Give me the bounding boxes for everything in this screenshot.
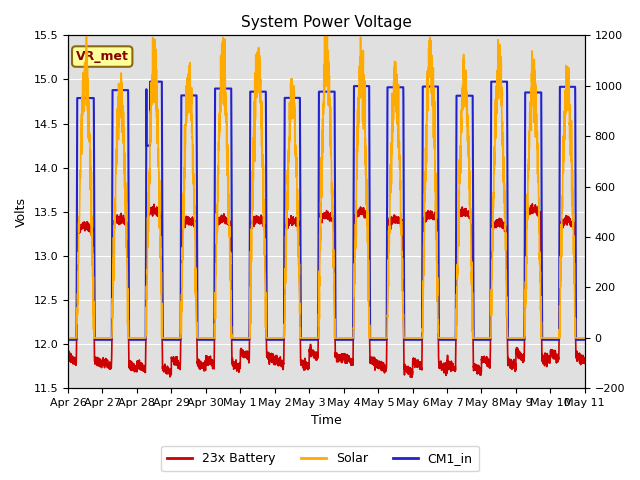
23x Battery (413, 359, 421, 365)
23x Battery (581, 360, 589, 366)
23x Battery (580, 359, 588, 364)
Line: Solar: Solar (68, 31, 585, 338)
CM1_in (157, 79, 164, 84)
Solar (323, 28, 330, 34)
23x Battery (64, 350, 72, 356)
Solar (307, 335, 315, 341)
23x Battery (529, 201, 536, 207)
Legend: 23x Battery, Solar, CM1_in: 23x Battery, Solar, CM1_in (161, 446, 479, 471)
CM1_in (581, 337, 589, 343)
Text: VR_met: VR_met (76, 50, 129, 63)
CM1_in (487, 79, 495, 84)
23x Battery (157, 217, 164, 223)
Solar (472, 335, 479, 341)
Line: 23x Battery: 23x Battery (68, 204, 585, 377)
CM1_in (471, 337, 479, 343)
Solar (413, 335, 421, 341)
X-axis label: Time: Time (311, 414, 342, 427)
CM1_in (307, 337, 315, 343)
23x Battery (472, 367, 479, 372)
Line: CM1_in: CM1_in (68, 82, 585, 340)
Y-axis label: Volts: Volts (15, 197, 28, 227)
23x Battery (442, 372, 450, 378)
CM1_in (64, 337, 72, 343)
Title: System Power Voltage: System Power Voltage (241, 15, 412, 30)
23x Battery (307, 348, 315, 353)
Solar (580, 335, 588, 341)
CM1_in (413, 337, 421, 343)
Solar (64, 335, 72, 341)
Solar (442, 335, 450, 341)
CM1_in (580, 337, 588, 343)
CM1_in (442, 337, 450, 343)
23x Battery (408, 374, 415, 380)
Solar (157, 246, 164, 252)
Solar (581, 335, 589, 341)
